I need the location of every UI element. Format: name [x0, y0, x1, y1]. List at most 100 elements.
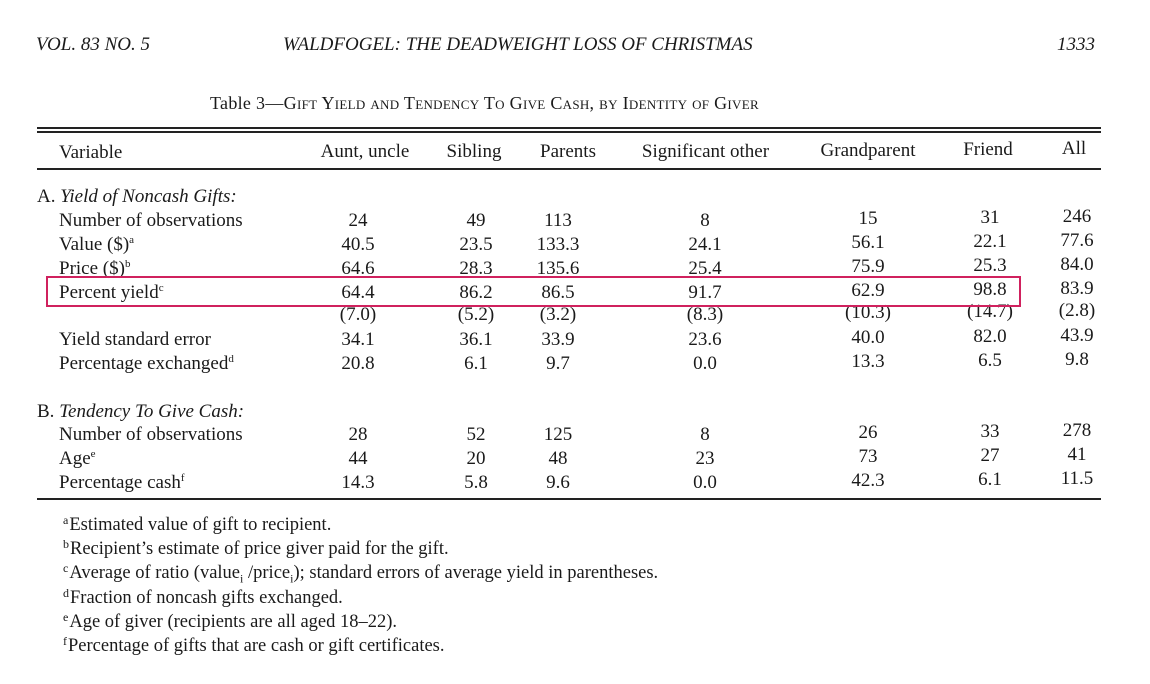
table-cell: (2.8): [1058, 300, 1096, 321]
table-caption: Table 3—Gift Yield and Tendency To Give …: [210, 93, 759, 114]
table-cell: 40.0: [851, 327, 885, 348]
table-cell: 64.6: [341, 258, 375, 279]
caption-dash: —: [265, 93, 284, 113]
row-label: Agee: [59, 448, 96, 469]
table-cell: 98.8: [973, 279, 1007, 300]
row-label: Number of observations: [59, 424, 243, 445]
table-cell: 20: [466, 448, 486, 469]
table-cell: 6.1: [978, 469, 1002, 490]
table-cell: 86.2: [459, 282, 493, 303]
table-cell: 125: [543, 424, 573, 445]
table-cell: 43.9: [1060, 325, 1094, 346]
footnote-a: aEstimated value of gift to recipient.: [63, 513, 332, 535]
table-cell: 86.5: [541, 282, 575, 303]
col-header-all: All: [1061, 138, 1087, 159]
col-header-variable: Variable: [59, 142, 123, 163]
col-header-sibling: Sibling: [446, 141, 502, 162]
bottom-rule: [37, 498, 1101, 500]
table-cell: 0.0: [693, 472, 717, 493]
table-cell: 23: [695, 448, 715, 469]
col-header-friend: Friend: [963, 139, 1013, 160]
table-cell: (10.3): [845, 302, 891, 323]
table-cell: 62.9: [851, 280, 885, 301]
table-cell: 33: [980, 421, 1000, 442]
table-cell: 40.5: [341, 234, 375, 255]
table-cell: 52: [466, 424, 486, 445]
table-cell: 73: [858, 446, 878, 467]
table-cell: 13.3: [851, 351, 885, 372]
table-cell: 48: [548, 448, 568, 469]
table-cell: 278: [1062, 420, 1092, 441]
row-label: Price ($)b: [59, 258, 131, 279]
section-b-title: Tendency To Give Cash:: [59, 401, 245, 422]
table-cell: 31: [980, 207, 1000, 228]
table-cell: 20.8: [341, 353, 375, 374]
table-cell: 36.1: [459, 329, 493, 350]
table-cell: 25.3: [973, 255, 1007, 276]
table-cell: 33.9: [541, 329, 575, 350]
table-cell: 22.1: [973, 231, 1007, 252]
table-cell: 26: [858, 422, 878, 443]
table-cell: 42.3: [851, 470, 885, 491]
table-cell: 41: [1067, 444, 1087, 465]
table-cell: 77.6: [1060, 230, 1094, 251]
table-cell: 91.7: [688, 282, 722, 303]
running-title: WALDFOGEL: THE DEADWEIGHT LOSS OF CHRIST…: [283, 34, 753, 55]
table-cell: 6.5: [978, 350, 1002, 371]
table-cell: 11.5: [1060, 468, 1094, 489]
table-cell: 64.4: [341, 282, 375, 303]
table-cell: 9.8: [1065, 349, 1089, 370]
table-cell: 84.0: [1060, 254, 1094, 275]
table-cell: 6.1: [464, 353, 488, 374]
table-cell: 82.0: [973, 326, 1007, 347]
row-label: Percentage exchangedd: [59, 353, 234, 374]
footnote-c: cAverage of ratio (valuei /pricei); stan…: [63, 561, 659, 586]
section-a-letter: A.: [37, 186, 61, 207]
table-cell: 8: [700, 424, 710, 445]
table-cell: 75.9: [851, 256, 885, 277]
volume-label: VOL. 83 NO. 5: [36, 34, 150, 55]
table-cell: 44: [348, 448, 368, 469]
section-b-heading: B. Tendency To Give Cash:: [37, 401, 244, 423]
row-label: Percent yieldc: [59, 282, 164, 303]
row-label: Percentage cashf: [59, 472, 185, 493]
table-cell: 246: [1062, 206, 1092, 227]
section-a-heading: A. Yield of Noncash Gifts:: [37, 186, 237, 208]
table-cell: 14.3: [341, 472, 375, 493]
table-cell: 9.7: [546, 353, 570, 374]
footnote-d: dFraction of noncash gifts exchanged.: [63, 586, 343, 608]
table-cell: 34.1: [341, 329, 375, 350]
footnote-b: bRecipient’s estimate of price giver pai…: [63, 537, 449, 559]
footnote-f: fPercentage of gifts that are cash or gi…: [63, 634, 445, 656]
table-cell: 56.1: [851, 232, 885, 253]
table-cell: 113: [544, 210, 572, 231]
table-cell: 15: [858, 208, 878, 229]
header-rule: [37, 168, 1101, 170]
col-header-grandparent: Grandparent: [820, 140, 916, 161]
caption-label: Table 3: [210, 93, 266, 113]
table-cell: 23.5: [459, 234, 493, 255]
section-b-letter: B.: [37, 401, 60, 422]
table-cell: (7.0): [339, 304, 377, 325]
col-header-aunt-uncle: Aunt, uncle: [320, 141, 410, 162]
table-cell: 135.6: [536, 258, 580, 279]
row-label: Yield standard error: [59, 329, 211, 350]
table-cell: 23.6: [688, 329, 722, 350]
table-cell: (8.3): [686, 304, 724, 325]
table-cell: 24.1: [688, 234, 722, 255]
highlight-box-percent-yield: [46, 276, 1021, 307]
top-rule-1: [37, 127, 1101, 129]
table-cell: 28: [348, 424, 368, 445]
footnote-e: eAge of giver (recipients are all aged 1…: [63, 610, 398, 632]
caption-title: Gift Yield and Tendency To Give Cash, by…: [283, 93, 759, 113]
table-cell: 27: [980, 445, 1000, 466]
table-cell: 83.9: [1060, 278, 1094, 299]
page-number: 1333: [1057, 34, 1095, 55]
row-label: Number of observations: [59, 210, 243, 231]
section-a-title: Yield of Noncash Gifts:: [60, 186, 237, 207]
table-cell: 5.8: [464, 472, 488, 493]
table-cell: 49: [466, 210, 486, 231]
table-cell: 8: [700, 210, 710, 231]
table-cell: 28.3: [459, 258, 493, 279]
table-cell: (3.2): [539, 304, 577, 325]
